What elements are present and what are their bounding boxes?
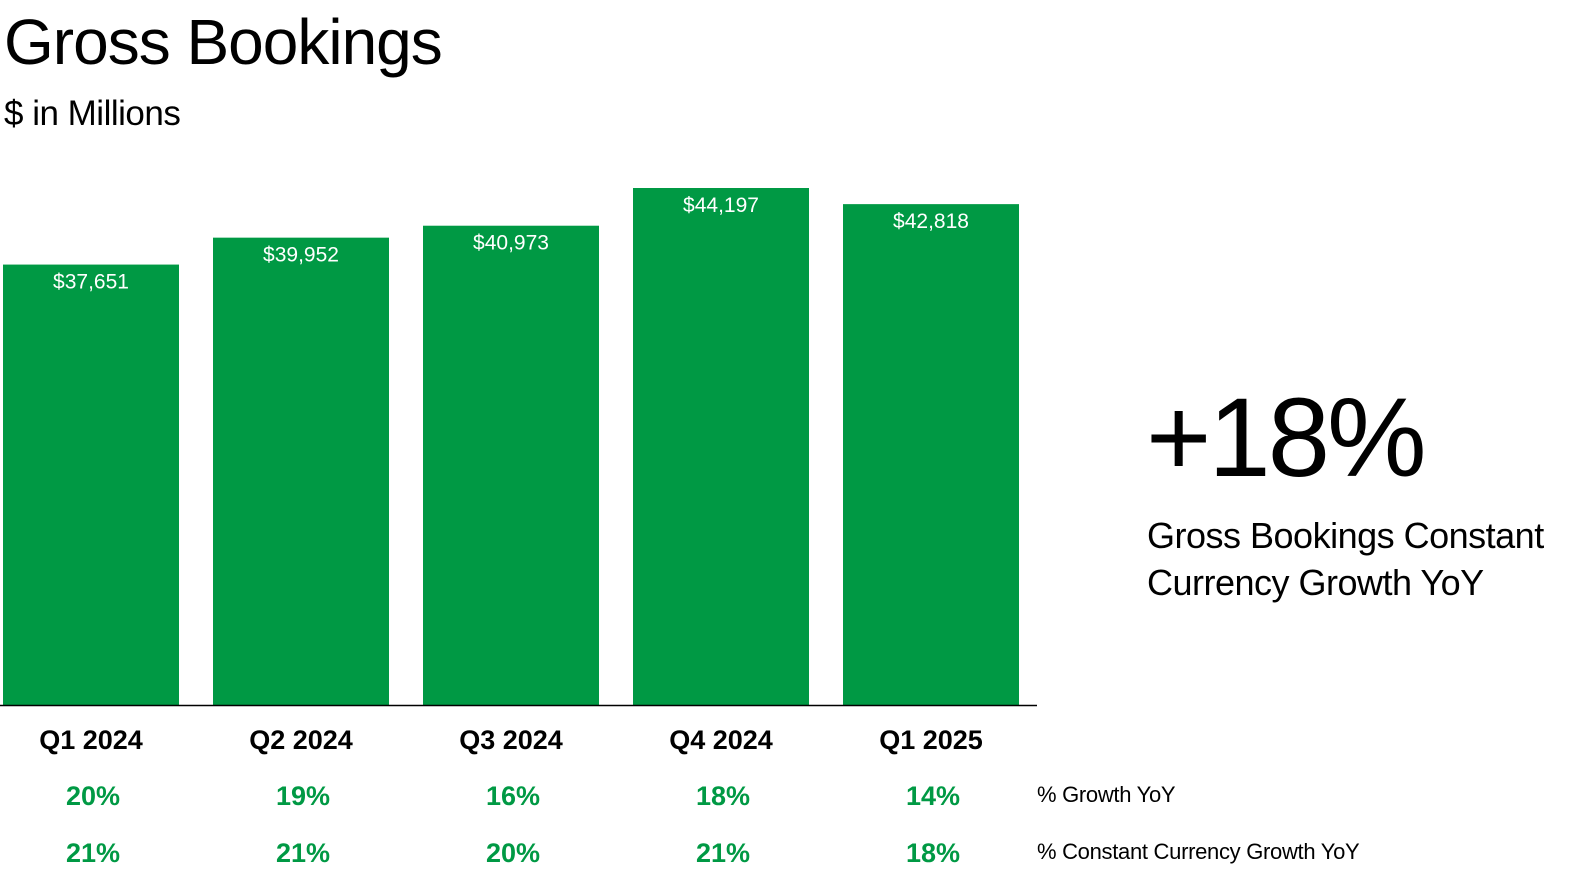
bar-q1-2025 [843, 204, 1019, 705]
bar-q3-2024 [423, 225, 599, 706]
constant-currency-growth-value: 21% [696, 838, 750, 868]
bar-q2-2024 [213, 237, 389, 705]
bar-value-label: $37,651 [53, 271, 129, 294]
kpi-value: +18% [1146, 375, 1427, 500]
constant-currency-growth-row-label: % Constant Currency Growth YoY [1037, 839, 1360, 864]
page-subtitle: $ in Millions [4, 94, 181, 133]
growth-yoy-value: 14% [906, 781, 960, 811]
x-tick-label: Q4 2024 [669, 725, 773, 755]
page-title: Gross Bookings [4, 6, 443, 78]
bar-value-label: $42,818 [893, 210, 969, 233]
constant-currency-growth-value: 21% [276, 838, 330, 868]
bar-q1-2024 [3, 264, 179, 705]
bar-value-label: $44,197 [683, 194, 759, 217]
growth-yoy-value: 20% [66, 781, 120, 811]
bar-q4-2024 [633, 188, 809, 705]
x-tick-label: Q2 2024 [249, 725, 353, 755]
x-tick-label: Q1 2025 [879, 725, 983, 755]
constant-currency-growth-value: 21% [66, 838, 120, 868]
constant-currency-growth-value: 18% [906, 838, 960, 868]
growth-yoy-value: 16% [486, 781, 540, 811]
growth-yoy-value: 18% [696, 781, 750, 811]
growth-yoy-value: 19% [276, 781, 330, 811]
x-tick-label: Q3 2024 [459, 725, 563, 755]
kpi-caption: Gross Bookings Constant Currency Growth … [1147, 515, 1544, 603]
bar-value-label: $40,973 [473, 232, 549, 255]
growth-yoy-row-label: % Growth YoY [1037, 782, 1176, 807]
bar-value-label: $39,952 [263, 244, 339, 267]
x-tick-label: Q1 2024 [39, 725, 143, 755]
constant-currency-growth-value: 20% [486, 838, 540, 868]
